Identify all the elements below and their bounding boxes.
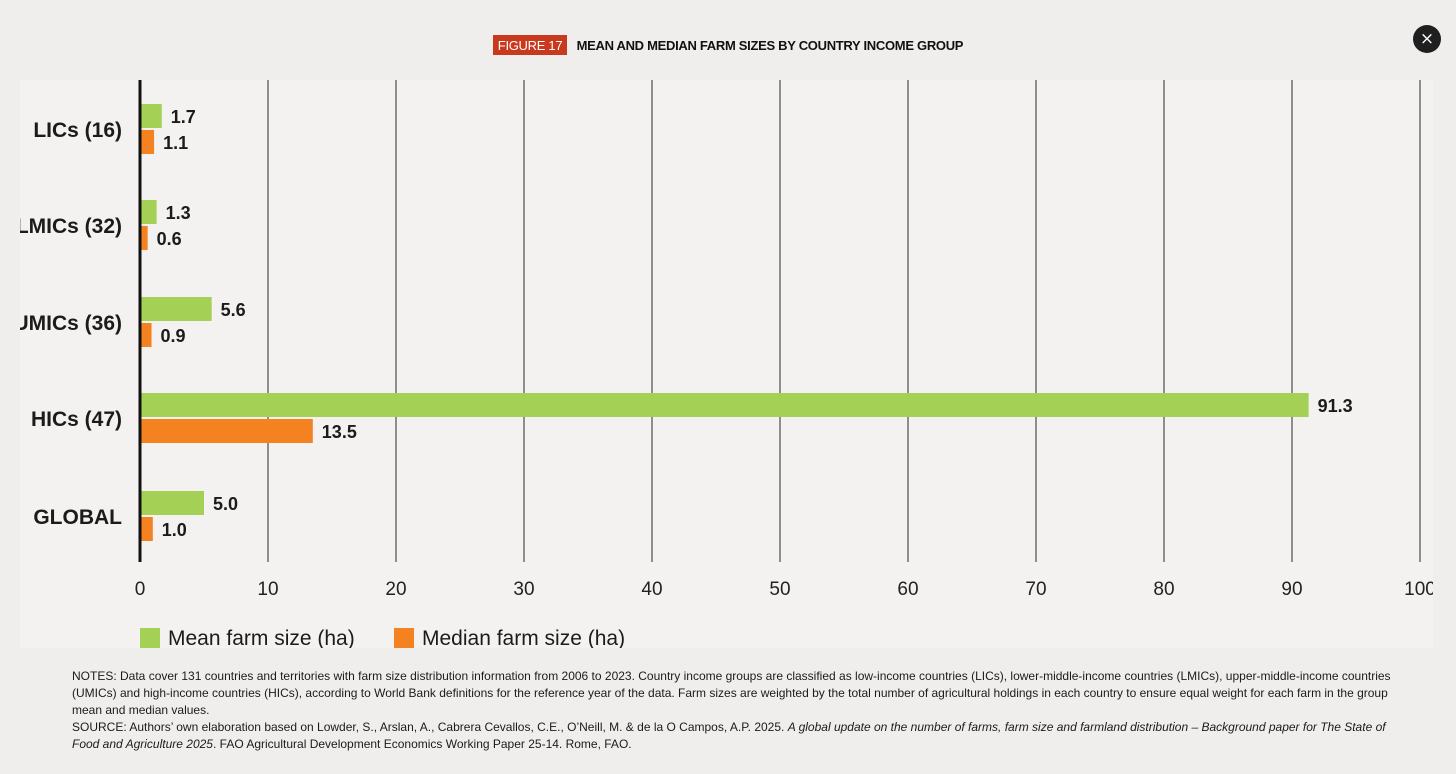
x-tick-label: 60 xyxy=(897,579,918,600)
x-tick-label: 0 xyxy=(135,579,146,600)
mean-value-label: 1.7 xyxy=(171,107,196,127)
x-tick-label: 70 xyxy=(1025,579,1046,600)
figure-badge: FIGURE 17 xyxy=(492,35,568,55)
category-label: HICs (47) xyxy=(31,408,122,431)
notes-text: NOTES: Data cover 131 countries and terr… xyxy=(72,669,1391,717)
median-bar xyxy=(140,517,153,541)
close-icon: × xyxy=(1419,29,1435,49)
category-label: GLOBAL xyxy=(33,506,122,529)
median-value-label: 1.1 xyxy=(163,133,188,153)
figure-header: FIGURE 17 MEAN AND MEDIAN FARM SIZES BY … xyxy=(0,35,1456,55)
x-tick-label: 30 xyxy=(513,579,534,600)
bar-chart: 0 10 20 30 40 50 60 70 80 90 100 LICs (16) 1.7 1.1 LMI… xyxy=(20,80,1433,648)
x-tick-label: 40 xyxy=(641,579,662,600)
median-value-label: 0.9 xyxy=(161,326,186,346)
figure-title: MEAN AND MEDIAN FARM SIZES BY COUNTRY IN… xyxy=(576,38,964,53)
median-value-label: 13.5 xyxy=(322,422,357,442)
mean-bar xyxy=(140,393,1309,417)
median-bar xyxy=(140,226,148,250)
legend-label-mean: Mean farm size (ha) xyxy=(168,627,355,648)
legend-swatch-mean xyxy=(140,628,160,648)
mean-bar xyxy=(140,104,162,128)
close-button[interactable]: × xyxy=(1413,25,1441,53)
x-tick-label: 50 xyxy=(769,579,790,600)
x-tick-label: 10 xyxy=(257,579,278,600)
source-text: SOURCE: Authors’ own elaboration based o… xyxy=(72,719,1392,753)
source-prefix: SOURCE: Authors’ own elaboration based o… xyxy=(72,720,788,734)
mean-bar xyxy=(140,297,212,321)
median-bar xyxy=(140,323,152,347)
mean-value-label: 91.3 xyxy=(1318,396,1353,416)
category-label: LICs (16) xyxy=(33,119,122,142)
mean-value-label: 5.6 xyxy=(221,300,246,320)
source-title: A global update on the number of farms, … xyxy=(72,720,1386,751)
notes-section: NOTES: Data cover 131 countries and terr… xyxy=(72,668,1392,753)
category-label: LMICs (32) xyxy=(20,215,122,238)
x-tick-label: 20 xyxy=(385,579,406,600)
category-label: UMICs (36) xyxy=(20,312,122,335)
mean-value-label: 1.3 xyxy=(166,203,191,223)
x-tick-label: 90 xyxy=(1281,579,1302,600)
x-tick-label: 80 xyxy=(1153,579,1174,600)
mean-value-label: 5.0 xyxy=(213,494,238,514)
mean-bar xyxy=(140,200,157,224)
chart-panel: 0 10 20 30 40 50 60 70 80 90 100 LICs (16) 1.7 1.1 LMI… xyxy=(20,80,1433,648)
legend-swatch-median xyxy=(394,628,414,648)
median-bar xyxy=(140,130,155,154)
mean-bar xyxy=(140,491,204,515)
median-value-label: 1.0 xyxy=(162,520,187,540)
x-tick-label: 100 xyxy=(1404,579,1433,600)
median-value-label: 0.6 xyxy=(157,229,182,249)
legend-label-median: Median farm size (ha) xyxy=(422,627,625,648)
median-bar xyxy=(140,419,313,443)
source-suffix: . FAO Agricultural Development Economics… xyxy=(212,737,632,751)
